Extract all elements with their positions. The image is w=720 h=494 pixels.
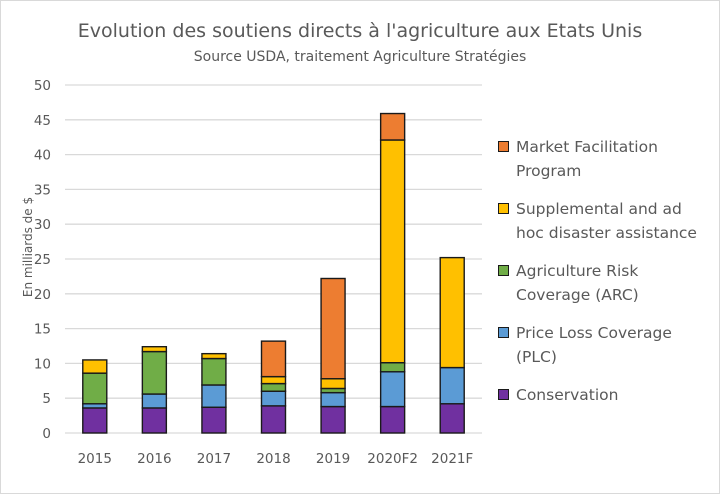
- bar-segment-2018-agriculture-risk-coverage-arc-: [260, 382, 287, 392]
- legend-item-plc: Price Loss Coverage (PLC): [498, 322, 713, 369]
- x-tick-label: 2020F2: [367, 451, 418, 467]
- y-tick-labels: 0 5 10 15 20 25 30 35 40 45 50: [34, 78, 51, 442]
- bar-segment-2020F2-price-loss-coverage-plc-: [379, 371, 406, 408]
- y-tick-label: 30: [34, 217, 51, 233]
- legend-item-arc: Agriculture Risk Coverage (ARC): [498, 260, 713, 307]
- y-tick-label: 0: [42, 426, 51, 442]
- y-tick-label: 10: [34, 356, 51, 372]
- bar-segment-2019-market-facilitation-program: [320, 277, 346, 380]
- legend-swatch: [498, 141, 509, 152]
- bar-segment-2021F-conservation: [439, 403, 465, 434]
- bar-segment-2020F2-market-facilitation-program: [379, 112, 406, 141]
- bar-segment-2018-supplemental-and-ad-hoc-disaster-assistance: [260, 375, 287, 385]
- chart-title: Evolution des soutiens directs à l'agric…: [77, 20, 643, 42]
- y-tick-label: 15: [34, 322, 51, 338]
- bar-segment-2019-price-loss-coverage-plc-: [320, 391, 346, 408]
- legend-swatch: [498, 327, 509, 338]
- legend-label-line1: Market Facilitation: [516, 138, 658, 156]
- bar-segment-2015-agriculture-risk-coverage-arc-: [82, 372, 108, 405]
- bar-segment-2018-price-loss-coverage-plc-: [260, 390, 287, 407]
- y-tick-label: 25: [34, 252, 51, 268]
- bar-segment-2016-agriculture-risk-coverage-arc-: [141, 350, 168, 395]
- bar-segment-2017-agriculture-risk-coverage-arc-: [201, 357, 227, 386]
- bar-segment-2020F2-conservation: [379, 405, 406, 434]
- x-tick-label: 2017: [197, 451, 231, 467]
- bar-segment-2020F2-agriculture-risk-coverage-arc-: [379, 362, 406, 373]
- bar-segment-2016-supplemental-and-ad-hoc-disaster-assistance: [141, 345, 168, 353]
- y-tick-label: 5: [42, 391, 51, 407]
- x-tick-labels: 2015 2016 2017 2018 2019 2020F2 2021F: [78, 451, 474, 467]
- bar-segment-2019-supplemental-and-ad-hoc-disaster-assistance: [320, 378, 346, 390]
- x-tick-label: 2019: [316, 451, 350, 467]
- legend-label-line2: (PLC): [516, 347, 557, 366]
- bar-segment-2015-conservation: [82, 407, 108, 434]
- legend-label-line1: Price Loss Coverage: [516, 324, 672, 342]
- bar-segment-2019-conservation: [320, 405, 346, 434]
- legend: Market Facilitation Program Supplemental…: [498, 136, 713, 423]
- legend-label-line1: Agriculture Risk: [516, 262, 639, 280]
- bars: [82, 112, 465, 434]
- legend-item-conservation: Conservation: [498, 384, 713, 408]
- bar-segment-2015-supplemental-and-ad-hoc-disaster-assistance: [82, 359, 108, 374]
- legend-swatch: [498, 203, 509, 214]
- bar-segment-2018-market-facilitation-program: [260, 340, 287, 378]
- bar-segment-2021F-price-loss-coverage-plc-: [439, 366, 465, 405]
- bar-segment-2018-conservation: [260, 405, 287, 434]
- y-axis-title: En milliards de $: [21, 197, 35, 297]
- y-tick-label: 35: [34, 182, 51, 198]
- legend-swatch: [498, 265, 509, 276]
- legend-item-supplemental: Supplemental and ad hoc disaster assista…: [498, 198, 713, 245]
- bar-segment-2020F2-supplemental-and-ad-hoc-disaster-assistance: [379, 139, 406, 364]
- x-tick-label: 2016: [137, 451, 171, 467]
- chart-subtitle: Source USDA, traitement Agriculture Stra…: [193, 49, 527, 65]
- legend-label-line1: Supplemental and ad: [516, 200, 682, 218]
- bar-segment-2017-price-loss-coverage-plc-: [201, 384, 227, 408]
- x-tick-label: 2021F: [431, 451, 473, 467]
- legend-label-line2: Coverage (ARC): [516, 285, 639, 304]
- bar-segment-2016-price-loss-coverage-plc-: [141, 393, 168, 409]
- y-tick-label: 50: [34, 78, 51, 94]
- bar-segment-2017-supplemental-and-ad-hoc-disaster-assistance: [201, 352, 227, 360]
- bar-segment-2017-conservation: [201, 406, 227, 434]
- x-tick-label: 2018: [256, 451, 290, 467]
- y-tick-label: 20: [34, 287, 51, 303]
- legend-label-line2: hoc disaster assistance: [516, 223, 697, 242]
- y-tick-label: 45: [34, 113, 51, 129]
- bar-segment-2016-conservation: [141, 407, 168, 434]
- legend-swatch: [498, 389, 509, 400]
- y-tick-label: 40: [34, 148, 51, 164]
- legend-item-market-facilitation-program: Market Facilitation Program: [498, 136, 713, 183]
- legend-label-line2: Program: [516, 161, 582, 180]
- bar-segment-2021F-supplemental-and-ad-hoc-disaster-assistance: [439, 256, 465, 369]
- legend-label-line1: Conservation: [516, 386, 619, 404]
- x-tick-label: 2015: [78, 451, 112, 467]
